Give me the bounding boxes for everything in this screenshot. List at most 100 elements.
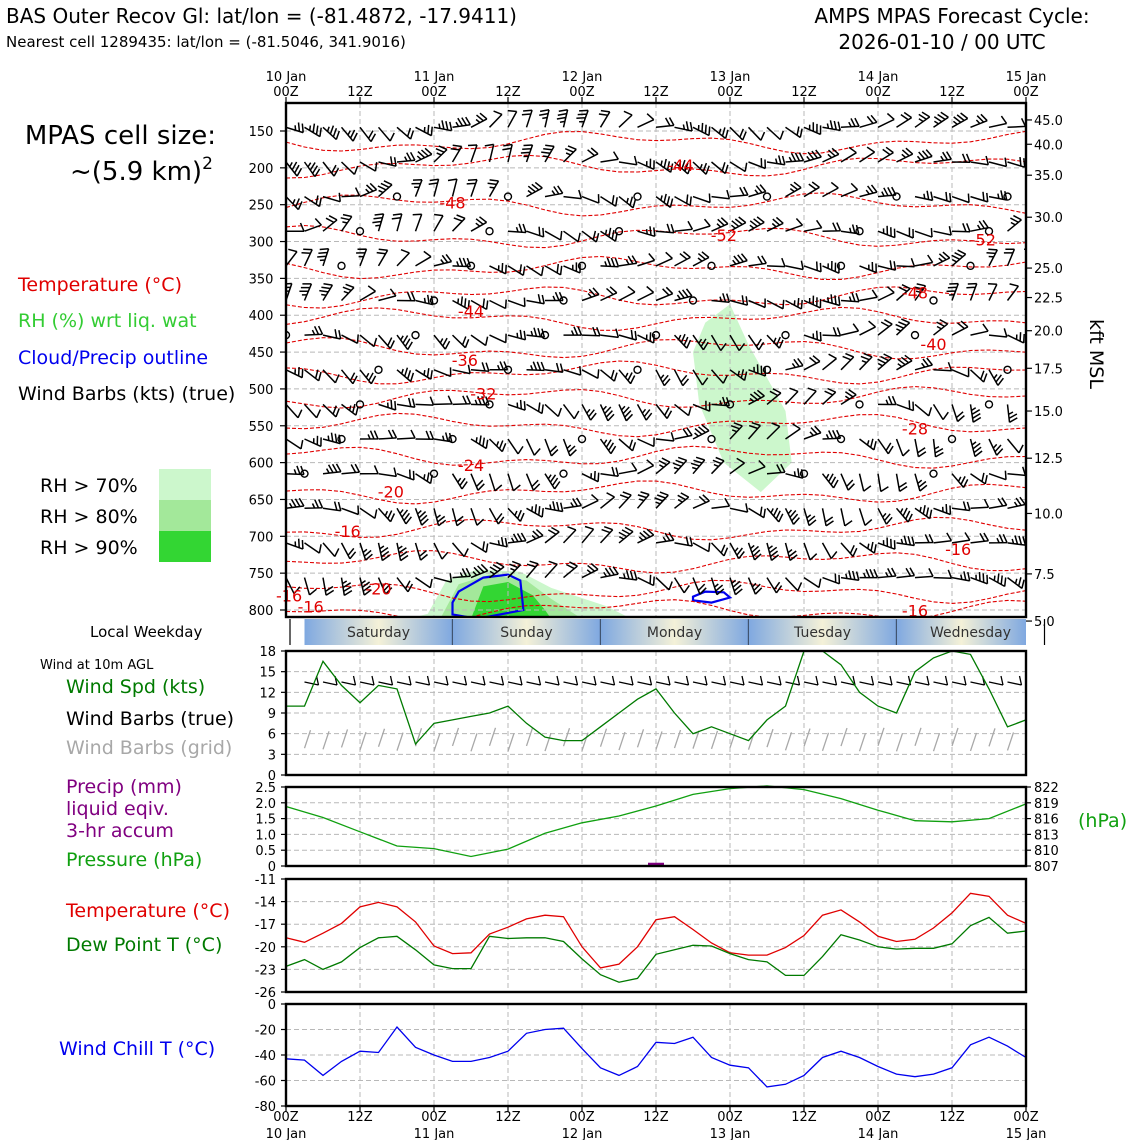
calm-wind-marker bbox=[577, 261, 587, 271]
temperature-contour-label: -28 bbox=[902, 420, 928, 439]
wind-barb bbox=[766, 463, 786, 475]
temperature-contour-label: -16 bbox=[945, 540, 971, 559]
wind-barb bbox=[895, 473, 908, 493]
wind-barb bbox=[520, 144, 534, 163]
wind-barb bbox=[840, 473, 855, 491]
wind-barb bbox=[785, 423, 801, 440]
wind-barb bbox=[914, 283, 927, 301]
wind-barb bbox=[803, 330, 822, 342]
wind-barb bbox=[618, 329, 638, 341]
wind-barb bbox=[487, 179, 500, 197]
wind-barb bbox=[415, 368, 433, 380]
panel-ytick-label: 15 bbox=[259, 666, 276, 681]
legend-rh70: RH > 70% bbox=[40, 475, 138, 497]
wind-barb bbox=[988, 115, 1008, 129]
wind-barb bbox=[747, 334, 765, 351]
wind-barb bbox=[951, 223, 971, 233]
cloud-outline bbox=[691, 590, 733, 604]
grid-wind-barb bbox=[858, 732, 867, 752]
panel-ytick-label: -26 bbox=[255, 986, 276, 1001]
wind-barb bbox=[933, 569, 953, 580]
wind-barb bbox=[859, 438, 877, 451]
wind-barb bbox=[452, 395, 472, 406]
wind-barb bbox=[748, 184, 767, 198]
wind-barb bbox=[359, 126, 377, 143]
wind-barb bbox=[896, 147, 914, 163]
wind-barb bbox=[674, 427, 693, 440]
wind-barb bbox=[710, 369, 728, 384]
pressure-unit-label: (hPa) bbox=[1078, 810, 1127, 832]
wind-barb bbox=[729, 577, 743, 596]
temperature-contour bbox=[286, 130, 1026, 155]
wind-barb bbox=[544, 185, 564, 198]
calm-wind-marker bbox=[984, 400, 994, 409]
top-hour-label: 00Z bbox=[273, 85, 299, 100]
temperature-contour bbox=[286, 337, 1026, 360]
wind-barb bbox=[341, 505, 360, 516]
wind-barb bbox=[415, 472, 433, 485]
wind-barb bbox=[803, 387, 817, 405]
wind-barb bbox=[766, 507, 784, 523]
wind-barb bbox=[672, 456, 688, 475]
wind-barb bbox=[637, 253, 656, 267]
wind-barb bbox=[766, 542, 780, 561]
wind-barb bbox=[784, 507, 800, 525]
grid-wind-barb bbox=[784, 732, 793, 751]
wind-barb bbox=[286, 196, 303, 211]
panel-ytick-label: 3 bbox=[268, 748, 276, 763]
wind-barb bbox=[412, 213, 423, 232]
wind-barb bbox=[933, 251, 951, 267]
wind-barb bbox=[563, 189, 583, 200]
temperature-contour-label: -32 bbox=[470, 384, 496, 403]
temperature-contour-label: -44 bbox=[668, 156, 694, 175]
temperature-contour bbox=[286, 445, 1026, 469]
panel-ytick-label: 2.5 bbox=[255, 781, 276, 796]
calm-wind-marker bbox=[337, 261, 346, 271]
wind-barb bbox=[526, 361, 546, 372]
grid-wind-barb bbox=[581, 732, 589, 751]
wind-barb bbox=[692, 542, 711, 553]
wind-barb bbox=[599, 525, 614, 544]
wind-barb bbox=[692, 577, 707, 595]
wind-barb bbox=[396, 248, 410, 267]
true-wind-barb bbox=[378, 675, 394, 686]
wind-barb bbox=[729, 457, 745, 475]
wind-barb bbox=[414, 542, 428, 561]
wind-barb bbox=[378, 467, 398, 478]
pressure-tick-label: 300 bbox=[249, 236, 274, 251]
wind-barb bbox=[599, 404, 615, 422]
true-wind-barb bbox=[803, 675, 819, 686]
wind-barb bbox=[322, 161, 340, 177]
legend-rh80: RH > 80% bbox=[40, 506, 138, 528]
grid-wind-barb bbox=[988, 728, 996, 747]
wind-barb bbox=[859, 114, 878, 129]
wind-barb bbox=[655, 577, 673, 591]
wind-barb bbox=[600, 566, 619, 579]
wind-barb bbox=[766, 216, 784, 232]
wind-barb bbox=[396, 126, 415, 140]
kft-tick-label: 17.5 bbox=[1034, 362, 1063, 377]
wind-barb bbox=[821, 387, 837, 405]
bottom-day-label: 11 Jan bbox=[414, 1127, 455, 1140]
true-wind-barb bbox=[859, 675, 875, 686]
wind-barb bbox=[988, 328, 1008, 338]
wind-barb bbox=[951, 501, 971, 512]
wind-barb bbox=[377, 507, 396, 523]
dewpoint-label: Dew Point T (°C) bbox=[66, 934, 222, 956]
wind-barb bbox=[340, 542, 357, 560]
wind-barb bbox=[951, 473, 969, 488]
profile-axes: 150 200 250 300 350 400 450 500 550 600 650 700 750 8… bbox=[249, 114, 1063, 630]
wind-barb bbox=[655, 117, 675, 129]
wind-barb bbox=[488, 110, 503, 128]
wind-barb bbox=[859, 289, 878, 302]
temperature-contour-label: -52 bbox=[970, 230, 996, 249]
wind-barb bbox=[858, 508, 873, 526]
wind-barb bbox=[1007, 157, 1026, 168]
pressure-right-tick-label: 807 bbox=[1034, 860, 1059, 875]
wind-barb bbox=[507, 109, 518, 128]
bottom-hour-label: 00Z bbox=[717, 1110, 743, 1125]
calm-wind-marker bbox=[836, 434, 846, 444]
pressure-tick-label: 150 bbox=[249, 125, 274, 140]
rh-region-90 bbox=[471, 582, 550, 617]
wind-barb bbox=[914, 403, 933, 417]
